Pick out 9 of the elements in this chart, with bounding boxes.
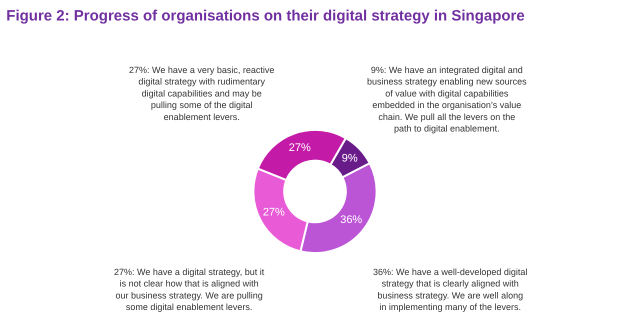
- data-label: 27%: [262, 206, 286, 219]
- data-label: 9%: [342, 152, 358, 164]
- data-label: 36%: [340, 214, 362, 226]
- slice-label: 27%: We have a very basic, reactive digital strategy with rudimentary digital capabilities and may be pulling some of the digital enablement levers.: [129, 65, 274, 122]
- slice-label: 36%: We have a well-developed digital strategy that is clearly aligned with business strategy. We are well along in implementing many of the levers.: [373, 267, 528, 312]
- data-label: 27%: [288, 142, 312, 154]
- slice-label: 27%: We have a digital strategy, but it is not clear how that is aligned with our business strategy. We are pulling some digital enablement levers.: [114, 267, 265, 312]
- slice-label: 9%: We have an integrated digital and business strategy enabling new sources of value with digital capabilities embedded in the organisation’s value chain. We pull all the levers on the path to digital enablement.: [367, 65, 528, 134]
- chart-title: Figure 2: Progress of organisations on their digital strategy in Singapore: [6, 7, 525, 24]
